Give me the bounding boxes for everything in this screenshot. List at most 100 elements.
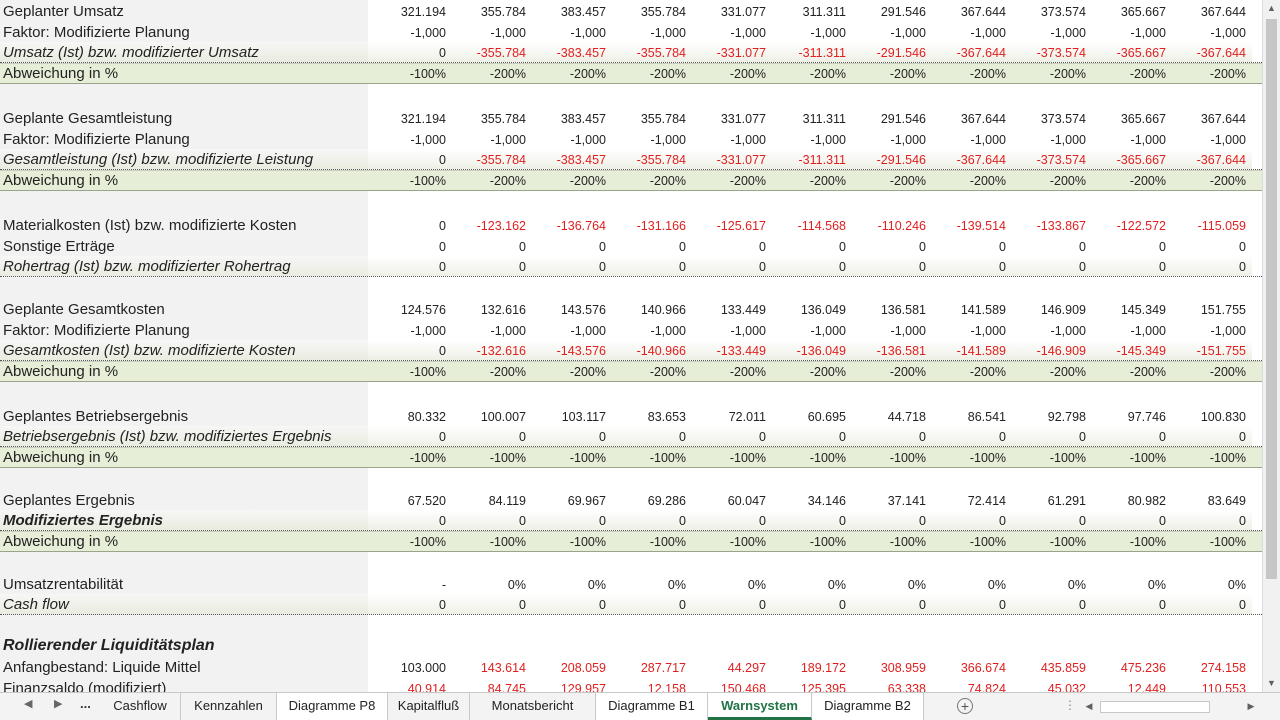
table-cell[interactable]: 0 bbox=[919, 260, 926, 274]
table-cell[interactable]: 0% bbox=[747, 578, 766, 592]
table-cell[interactable]: 143.576 bbox=[560, 303, 606, 317]
scroll-up-icon[interactable]: ▲ bbox=[1267, 3, 1276, 13]
table-cell[interactable]: -200% bbox=[809, 67, 846, 81]
row-label[interactable]: Sonstige Erträge bbox=[0, 235, 368, 256]
table-cell[interactable]: -200% bbox=[1049, 67, 1086, 81]
table-cell[interactable]: -100% bbox=[809, 535, 846, 549]
table-cell[interactable]: 291.546 bbox=[880, 5, 926, 19]
table-cell[interactable]: -200% bbox=[1209, 174, 1246, 188]
table-cell[interactable]: 97.746 bbox=[1127, 410, 1166, 424]
table-cell[interactable]: 373.574 bbox=[1040, 112, 1086, 126]
table-cell[interactable]: 0 bbox=[679, 514, 686, 528]
table-cell[interactable]: -100% bbox=[569, 535, 606, 549]
row-label[interactable]: Materialkosten (Ist) bzw. modifizierte K… bbox=[0, 214, 368, 235]
table-cell[interactable]: 0 bbox=[919, 240, 926, 254]
table-cell[interactable]: 146.909 bbox=[1040, 303, 1086, 317]
tab-next-icon[interactable]: ▶ bbox=[54, 698, 63, 710]
table-cell[interactable]: -200% bbox=[1049, 174, 1086, 188]
table-cell[interactable]: 0 bbox=[679, 598, 686, 612]
table-cell[interactable]: 383.457 bbox=[560, 5, 606, 19]
table-cell[interactable]: -200% bbox=[729, 365, 766, 379]
table-cell[interactable]: 367.644 bbox=[1200, 112, 1246, 126]
table-cell[interactable]: 92.798 bbox=[1047, 410, 1086, 424]
row-label[interactable]: Anfangbestand: Liquide Mittel bbox=[0, 656, 368, 677]
table-row[interactable]: Umsatz (Ist) bzw. modifizierter Umsatz 0 -… bbox=[0, 42, 1262, 63]
table-cell[interactable]: 136.049 bbox=[800, 303, 846, 317]
table-cell[interactable]: 0 bbox=[919, 430, 926, 444]
table-row[interactable]: Abweichung in % -100% -200% -200% -200% -200%… bbox=[0, 63, 1262, 84]
sheet-tab[interactable]: Diagramme B2 bbox=[812, 693, 924, 720]
table-cell[interactable]: 0 bbox=[759, 260, 766, 274]
table-cell[interactable]: 0% bbox=[987, 578, 1006, 592]
table-cell[interactable]: -122.572 bbox=[1116, 219, 1166, 233]
table-cell[interactable]: 0 bbox=[919, 514, 926, 528]
table-cell[interactable]: -200% bbox=[649, 67, 686, 81]
table-cell[interactable]: 0% bbox=[667, 578, 686, 592]
table-cell[interactable]: 110.553 bbox=[1201, 682, 1246, 692]
table-cell[interactable]: 367.644 bbox=[960, 112, 1006, 126]
table-cell[interactable]: 136.581 bbox=[880, 303, 926, 317]
row-label[interactable]: Finanzsaldo (modifiziert) bbox=[0, 677, 368, 692]
table-cell[interactable]: -100% bbox=[1049, 451, 1086, 465]
table-cell[interactable]: 291.546 bbox=[880, 112, 926, 126]
table-cell[interactable]: 83.649 bbox=[1207, 494, 1246, 508]
table-row[interactable]: Betriebsergebnis (Ist) bzw. modifizierte… bbox=[0, 426, 1262, 447]
table-cell[interactable]: 34.146 bbox=[807, 494, 846, 508]
table-cell[interactable]: -200% bbox=[649, 365, 686, 379]
table-cell[interactable]: -133.449 bbox=[716, 344, 766, 358]
table-row[interactable]: Materialkosten (Ist) bzw. modifizierte K… bbox=[0, 214, 1262, 235]
table-cell[interactable]: 0 bbox=[1239, 598, 1246, 612]
table-cell[interactable]: -139.514 bbox=[956, 219, 1006, 233]
table-cell[interactable]: 74.824 bbox=[967, 682, 1006, 692]
table-row[interactable]: Gesamtkosten (Ist) bzw. modifizierte Kos… bbox=[0, 340, 1262, 361]
table-cell[interactable]: 0 bbox=[1079, 430, 1086, 444]
table-cell[interactable]: 0 bbox=[1159, 598, 1166, 612]
table-cell[interactable]: -1,000 bbox=[1210, 133, 1246, 147]
table-cell[interactable]: -1,000 bbox=[810, 26, 846, 40]
table-cell[interactable]: 0 bbox=[439, 430, 446, 444]
table-cell[interactable]: -100% bbox=[969, 535, 1006, 549]
table-cell[interactable]: 129.957 bbox=[560, 682, 606, 692]
table-cell[interactable]: 0 bbox=[599, 430, 606, 444]
horizontal-scrollbar-thumb[interactable] bbox=[1100, 701, 1210, 713]
table-cell[interactable]: -291.546 bbox=[876, 153, 926, 167]
sheet-tab[interactable]: Kennzahlen bbox=[181, 693, 277, 720]
table-row[interactable]: Abweichung in % -100% -100% -100% -100% -100%… bbox=[0, 447, 1262, 468]
table-cell[interactable]: 84.745 bbox=[487, 682, 526, 692]
table-cell[interactable]: -367.644 bbox=[956, 153, 1006, 167]
table-cell[interactable]: -131.166 bbox=[636, 219, 686, 233]
add-sheet-icon[interactable]: + bbox=[957, 698, 973, 714]
table-cell[interactable]: -200% bbox=[1209, 67, 1246, 81]
table-cell[interactable]: 63.338 bbox=[887, 682, 926, 692]
table-cell[interactable]: -200% bbox=[489, 67, 526, 81]
table-cell[interactable]: 0 bbox=[599, 598, 606, 612]
table-cell[interactable]: -355.784 bbox=[636, 46, 686, 60]
table-cell[interactable]: 365.667 bbox=[1120, 5, 1166, 19]
table-cell[interactable]: -1,000 bbox=[1130, 26, 1166, 40]
table-cell[interactable]: 0 bbox=[599, 260, 606, 274]
table-cell[interactable]: -200% bbox=[489, 174, 526, 188]
table-cell[interactable]: 0 bbox=[999, 260, 1006, 274]
table-cell[interactable]: 133.449 bbox=[720, 303, 766, 317]
table-cell[interactable]: 80.982 bbox=[1127, 494, 1166, 508]
row-label[interactable]: Faktor: Modifizierte Planung bbox=[0, 128, 368, 149]
table-cell[interactable]: -100% bbox=[409, 535, 446, 549]
sheet-tab[interactable]: Diagramme P8 bbox=[277, 693, 388, 720]
table-cell[interactable]: 0 bbox=[999, 514, 1006, 528]
table-cell[interactable]: 355.784 bbox=[480, 5, 526, 19]
spreadsheet-grid[interactable]: Geplanter Umsatz 321.194 355.784 383.457 355… bbox=[0, 0, 1262, 692]
table-cell[interactable]: 37.141 bbox=[887, 494, 926, 508]
table-cell[interactable]: -1,000 bbox=[410, 133, 446, 147]
table-cell[interactable]: -200% bbox=[489, 365, 526, 379]
table-cell[interactable]: 0 bbox=[439, 598, 446, 612]
table-cell[interactable]: -114.568 bbox=[797, 219, 846, 233]
table-cell[interactable]: 44.718 bbox=[887, 410, 926, 424]
table-cell[interactable]: 321.194 bbox=[400, 5, 446, 19]
table-row[interactable]: Geplante Gesamtleistung 321.194 355.784 383… bbox=[0, 107, 1262, 128]
table-cell[interactable]: -1,000 bbox=[890, 324, 926, 338]
table-cell[interactable]: 311.311 bbox=[802, 112, 846, 126]
table-cell[interactable]: -1,000 bbox=[1050, 133, 1086, 147]
table-cell[interactable]: -100% bbox=[1209, 535, 1246, 549]
table-cell[interactable]: -100% bbox=[809, 451, 846, 465]
table-cell[interactable]: -132.616 bbox=[476, 344, 526, 358]
